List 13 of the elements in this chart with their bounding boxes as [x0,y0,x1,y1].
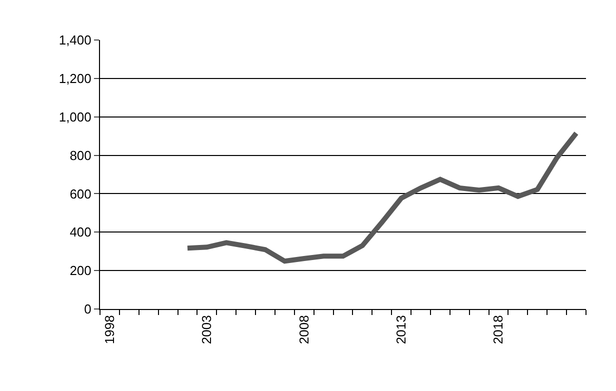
x-tick-label: 1998 [102,315,117,344]
x-tick-label: 2018 [490,315,506,344]
y-tick-label: 1,000 [58,109,92,124]
x-tick-label: 2003 [199,315,214,344]
y-tick-label: 400 [70,224,92,240]
y-tick-label: 600 [70,186,92,202]
y-tick-label: 800 [70,148,92,163]
x-tick-label: 2008 [296,315,312,344]
y-tick-label: 1,400 [58,32,92,48]
y-tick-label: 200 [70,263,92,278]
x-tick-label: 2013 [394,315,409,344]
y-tick-label: 1,200 [58,70,92,86]
y-tick-label: 0 [84,302,92,317]
